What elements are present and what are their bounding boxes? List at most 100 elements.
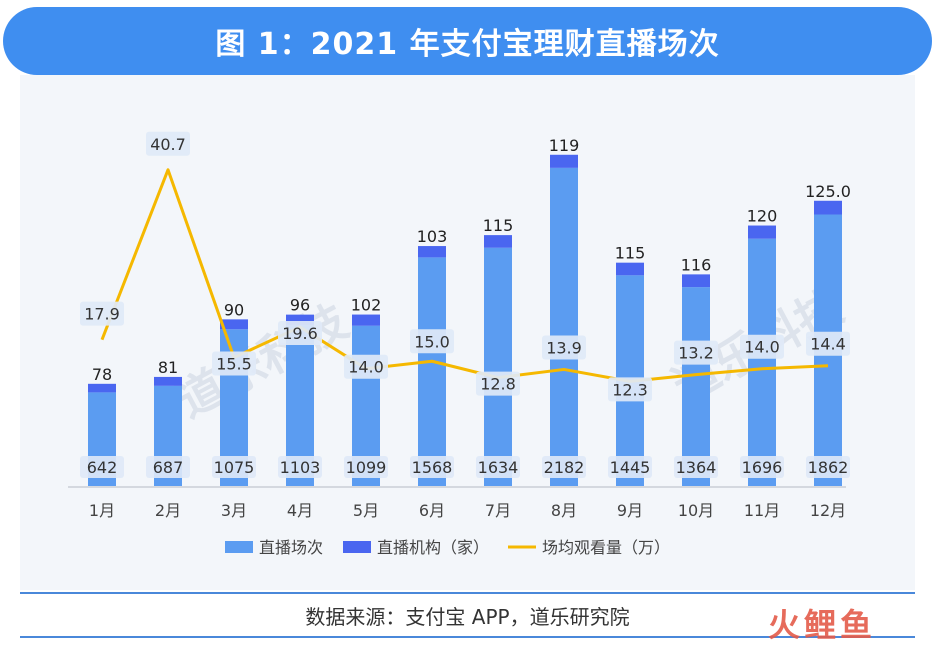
data-label-live-sessions: 1445 xyxy=(610,458,651,477)
legend-label-avg-views: 场均观看量（万） xyxy=(542,538,670,557)
data-label-box xyxy=(740,456,784,478)
brand-logo: 火鲤鱼 xyxy=(768,606,877,644)
data-label-live-sessions: 687 xyxy=(153,458,184,477)
data-label-avg-views: 40.7 xyxy=(150,135,186,154)
x-tick-label: 2月 xyxy=(155,501,181,520)
line-label-box xyxy=(476,371,520,396)
data-label-box xyxy=(410,456,454,478)
bar-institutions xyxy=(352,314,380,326)
chart-title-banner: 图 1：2021 年支付宝理财直播场次 xyxy=(3,7,932,75)
bar-institutions xyxy=(418,246,446,258)
x-tick-label: 1月 xyxy=(89,501,115,520)
line-label-box xyxy=(674,340,718,365)
legend-label-live-sessions: 直播场次 xyxy=(259,538,323,557)
data-label-box xyxy=(476,456,520,478)
data-label-box xyxy=(278,456,322,478)
data-label-box xyxy=(674,456,718,478)
bar-institutions xyxy=(154,376,182,386)
data-label-avg-views: 15.5 xyxy=(216,355,252,374)
bar-live-sessions xyxy=(550,167,578,486)
x-tick-label: 4月 xyxy=(287,501,313,520)
data-label-institutions: 120 xyxy=(747,207,778,226)
bar-institutions xyxy=(682,274,710,288)
data-label-avg-views: 13.2 xyxy=(678,344,714,363)
bar-institutions xyxy=(220,319,248,330)
bar-live-sessions xyxy=(748,238,776,486)
data-label-live-sessions: 642 xyxy=(87,458,118,477)
data-label-institutions: 81 xyxy=(158,358,178,377)
data-label-avg-views: 17.9 xyxy=(84,305,120,324)
watermark-left: 道乐科技 xyxy=(169,294,357,428)
data-label-live-sessions: 1862 xyxy=(808,458,849,477)
data-label-box xyxy=(344,456,388,478)
data-label-avg-views: 12.8 xyxy=(480,375,516,394)
data-label-institutions: 115 xyxy=(483,216,514,235)
chart-svg: 道乐科技道乐科技786421月816872月9010753月9611034月10… xyxy=(68,131,851,557)
line-label-box xyxy=(806,331,850,356)
divider-top xyxy=(20,592,915,594)
data-label-live-sessions: 1634 xyxy=(478,458,519,477)
bar-institutions xyxy=(616,262,644,276)
bar-live-sessions xyxy=(418,257,446,486)
data-label-live-sessions: 1103 xyxy=(280,458,321,477)
data-label-live-sessions: 1075 xyxy=(214,458,255,477)
legend-swatch-live-sessions xyxy=(225,541,253,553)
bar-institutions xyxy=(286,314,314,326)
line-label-box xyxy=(542,335,586,360)
data-label-box xyxy=(542,456,586,478)
line-label-box xyxy=(146,131,190,156)
x-tick-label: 10月 xyxy=(678,501,714,520)
data-label-avg-views: 14.0 xyxy=(744,338,780,357)
source-note: 数据来源：支付宝 APP，道乐研究院 xyxy=(305,604,630,629)
bar-institutions xyxy=(748,225,776,239)
x-tick-label: 8月 xyxy=(551,501,577,520)
line-label-box xyxy=(278,320,322,345)
data-label-live-sessions: 2182 xyxy=(544,458,585,477)
bar-live-sessions xyxy=(682,287,710,486)
data-label-institutions: 102 xyxy=(351,296,382,315)
data-label-institutions: 90 xyxy=(224,300,244,319)
data-label-avg-views: 14.4 xyxy=(810,335,846,354)
chart-panel: 道乐科技道乐科技786421月816872月9010753月9611034月10… xyxy=(20,75,915,590)
x-tick-label: 9月 xyxy=(617,501,643,520)
line-label-box xyxy=(740,334,784,359)
bar-institutions xyxy=(484,235,512,248)
divider-bottom xyxy=(20,636,915,638)
data-label-institutions: 116 xyxy=(681,255,712,274)
data-label-live-sessions: 1364 xyxy=(676,458,717,477)
x-tick-label: 5月 xyxy=(353,501,379,520)
data-label-avg-views: 14.0 xyxy=(348,358,384,377)
data-label-institutions: 115 xyxy=(615,244,646,263)
data-label-box xyxy=(146,456,190,478)
data-label-box xyxy=(608,456,652,478)
line-label-box xyxy=(608,377,652,402)
x-tick-label: 11月 xyxy=(744,501,780,520)
series-line-avg-views xyxy=(100,168,829,383)
data-label-institutions: 96 xyxy=(290,296,310,315)
data-label-institutions: 78 xyxy=(92,365,112,384)
line-label-box xyxy=(80,301,124,326)
data-label-live-sessions: 1568 xyxy=(412,458,453,477)
bar-institutions xyxy=(550,154,578,168)
data-label-institutions: 125.0 xyxy=(805,182,851,201)
data-label-live-sessions: 1696 xyxy=(742,458,783,477)
bar-institutions xyxy=(88,383,116,393)
bar-live-sessions xyxy=(484,247,512,486)
data-label-box xyxy=(806,456,850,478)
data-label-avg-views: 15.0 xyxy=(414,332,450,351)
legend-swatch-institutions xyxy=(343,541,371,553)
data-label-institutions: 103 xyxy=(417,227,448,246)
data-label-box xyxy=(212,456,256,478)
line-label-box xyxy=(344,354,388,379)
bar-institutions xyxy=(814,200,842,215)
data-label-avg-views: 19.6 xyxy=(282,324,318,343)
data-label-avg-views: 13.9 xyxy=(546,338,582,357)
x-tick-label: 6月 xyxy=(419,501,445,520)
data-label-live-sessions: 1099 xyxy=(346,458,387,477)
x-tick-label: 3月 xyxy=(221,501,247,520)
line-label-box xyxy=(410,329,454,354)
data-label-avg-views: 12.3 xyxy=(612,380,648,399)
line-label-box xyxy=(212,351,256,376)
data-label-institutions: 119 xyxy=(549,136,580,155)
data-label-box xyxy=(80,456,124,478)
